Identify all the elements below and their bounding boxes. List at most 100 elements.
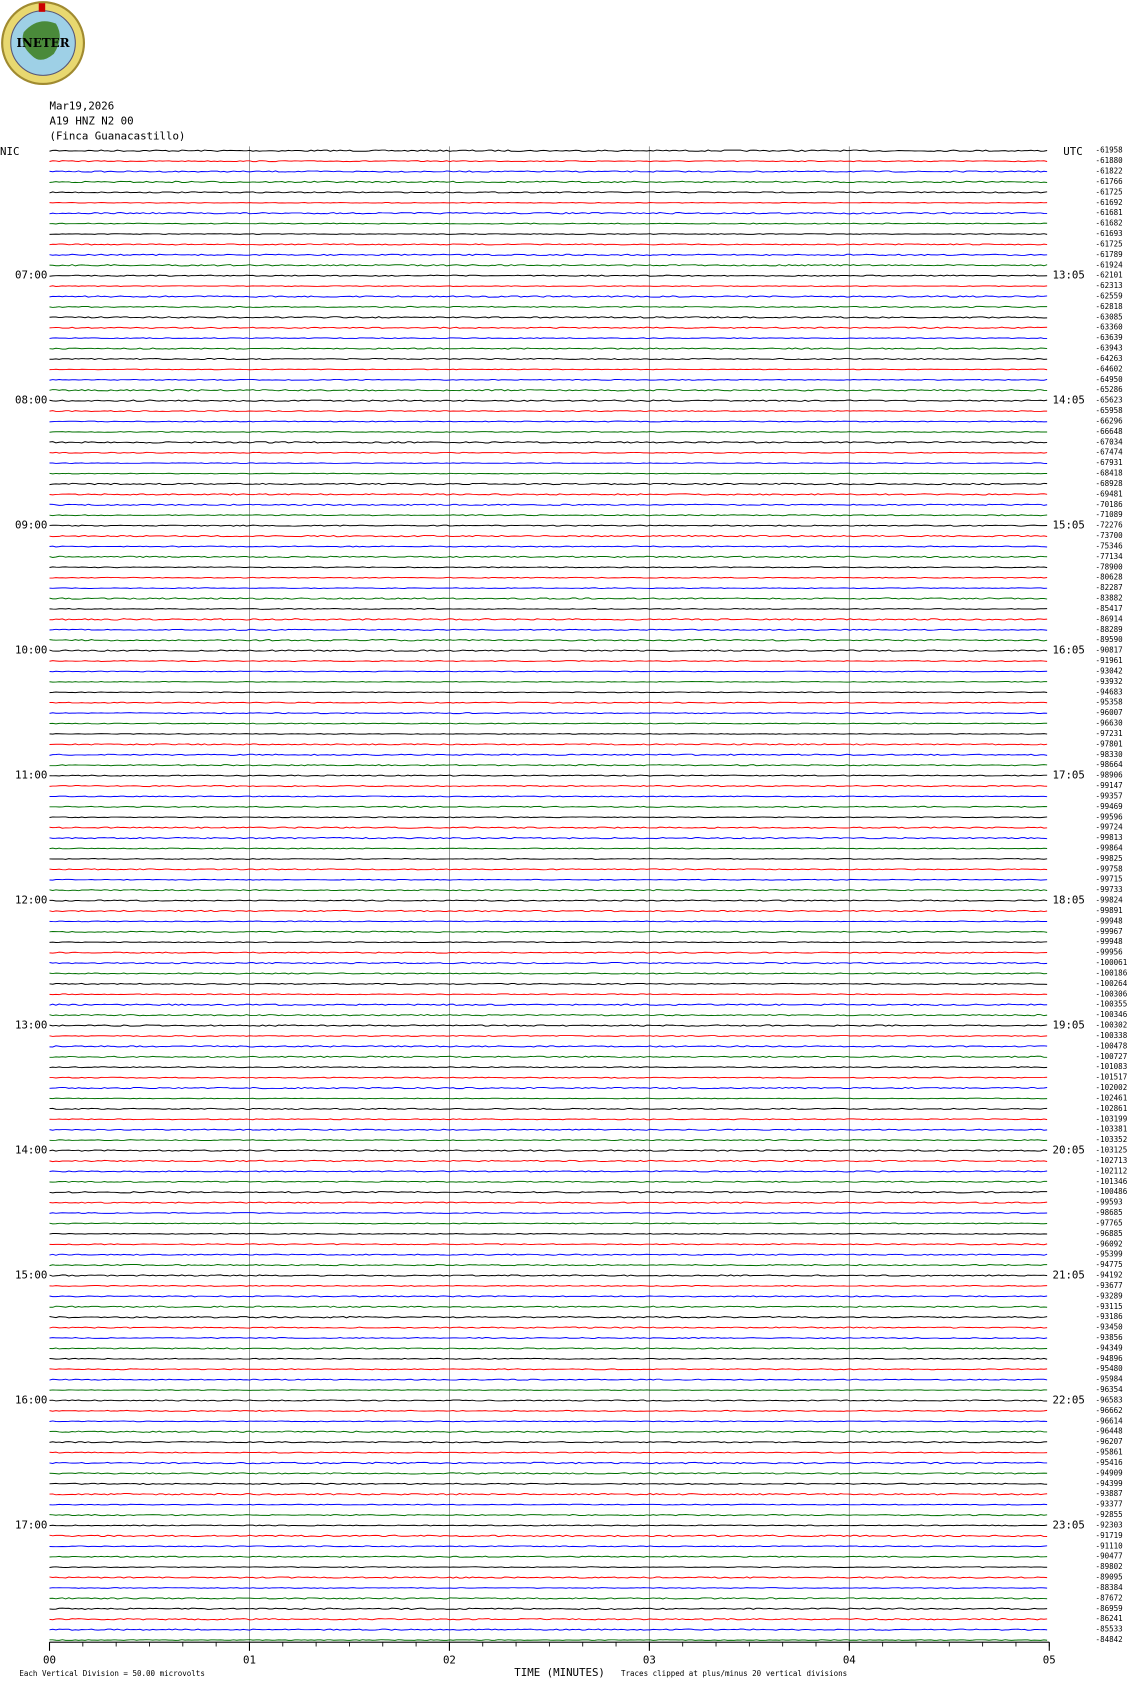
trace-offset: -70186 [1096,500,1124,509]
x-tick-label: 05 [1043,1653,1056,1666]
trace-offset: -91719 [1096,1531,1124,1540]
trace-offset: -85417 [1096,604,1123,613]
left-hour: 17:00 [15,1518,47,1531]
trace-offset: -96007 [1096,708,1123,717]
trace-offset: -61766 [1096,177,1124,186]
trace-offset: -96583 [1096,1396,1123,1405]
right-hour: 17:05 [1053,769,1085,782]
right-hour: 14:05 [1053,394,1085,407]
trace [49,1409,1048,1412]
trace-offset: -102861 [1096,1104,1128,1113]
trace-offset: -64263 [1096,354,1123,363]
trace [49,1441,1048,1444]
trace-offset: -92303 [1096,1520,1123,1529]
trace [49,1055,1048,1058]
trace-offset: -99967 [1096,927,1123,936]
trace [49,972,1048,975]
trace-offset: -98330 [1096,750,1124,759]
trace [49,785,1048,788]
trace-offset: -92855 [1096,1510,1123,1519]
trace-offset: -101346 [1096,1177,1128,1186]
trace-offset: -61958 [1096,146,1124,155]
trace-offset: -103352 [1096,1135,1128,1144]
trace-offset: -96662 [1096,1406,1123,1415]
trace [49,1326,1048,1329]
trace-offset: -63360 [1096,323,1124,332]
trace [49,1139,1048,1142]
left-zone: NIC [0,145,19,158]
trace-offset: -64602 [1096,364,1123,373]
trace [49,503,1048,506]
trace [49,1587,1048,1589]
trace [49,305,1048,308]
trace-offset: -61692 [1096,198,1123,207]
right-hour: 23:05 [1053,1518,1085,1531]
trace [49,1222,1048,1225]
trace [49,1201,1048,1204]
trace-offset: -99956 [1096,948,1124,957]
x-tick-label: 01 [243,1653,256,1666]
trace [49,639,1048,642]
trace [49,285,1048,287]
trace [49,1274,1048,1277]
trace [49,1149,1048,1152]
trace [49,1316,1048,1319]
trace-offset: -103125 [1096,1146,1128,1155]
trace-offset: -94399 [1096,1479,1124,1488]
trace [49,326,1048,329]
trace-offset: -99357 [1096,791,1123,800]
left-hour: 14:00 [15,1144,47,1157]
logo-text: INETER [17,36,70,50]
trace [49,462,1048,465]
trace-offset: -97231 [1096,729,1124,738]
trace [49,431,1048,433]
trace [49,347,1048,350]
trace [49,587,1048,590]
trace [49,1118,1048,1121]
trace [49,410,1048,413]
trace-offset: -66648 [1096,427,1124,436]
date: Mar19,2026 [50,100,115,113]
trace [49,1035,1048,1037]
trace-offset: -99948 [1096,937,1124,946]
trace [49,909,1048,913]
right-hour: 13:05 [1053,269,1085,282]
trace [49,368,1048,371]
trace [49,1243,1048,1246]
x-axis-title: TIME (MINUTES) [514,1666,605,1679]
station: A19 HNZ N2 00 [50,115,134,128]
trace [49,1555,1048,1558]
left-hour: 16:00 [15,1394,47,1407]
trace [49,493,1048,496]
trace-offset: -80628 [1096,573,1124,582]
trace-offset: -102002 [1096,1083,1128,1092]
trace [49,878,1048,881]
trace-offset: -65958 [1096,406,1124,415]
trace [49,1159,1048,1163]
trace [49,1524,1048,1527]
trace-offset: -100346 [1096,1010,1128,1019]
trace [49,1076,1048,1079]
trace-offset: -73700 [1096,531,1124,540]
trace [49,201,1048,204]
trace-offset: -61693 [1096,229,1123,238]
trace [49,1545,1048,1548]
trace [49,733,1048,735]
trace-offset: -93677 [1096,1281,1123,1290]
trace [49,670,1048,673]
trace [49,441,1048,444]
trace [49,743,1048,746]
trace-offset: -96354 [1096,1385,1124,1394]
trace-offset: -94775 [1096,1260,1123,1269]
trace [49,1045,1048,1048]
trace-offset: -86241 [1096,1614,1124,1623]
trace-offset: -99824 [1096,896,1124,905]
trace [49,1617,1048,1621]
trace [49,545,1048,548]
trace [49,1128,1048,1131]
trace [49,982,1048,985]
trace [49,858,1048,860]
trace-offset: -100264 [1096,979,1128,988]
x-tick-label: 02 [443,1653,456,1666]
